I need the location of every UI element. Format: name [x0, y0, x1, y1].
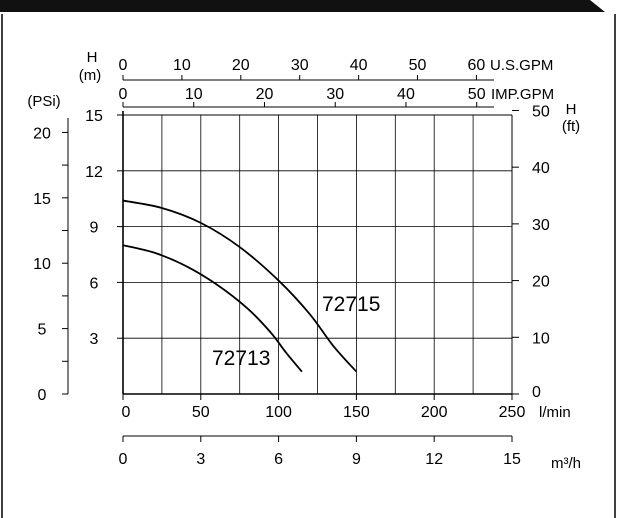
- y-ft-tick-label: 0: [532, 384, 541, 401]
- x-impgpm-tick-label: 30: [326, 86, 344, 103]
- x-lmin-tick-label: 250: [499, 404, 526, 421]
- y-ft-tick-label: 20: [532, 274, 550, 291]
- y-m-unit-label-line1: H: [87, 49, 98, 66]
- x-m3h-tick-label: 12: [425, 451, 443, 468]
- curve-72715: [122, 199, 358, 373]
- x-lmin-tick-label: 50: [192, 404, 210, 421]
- y-ft-unit-label-line1: H: [566, 101, 577, 118]
- header-banner: [0, 0, 605, 12]
- x-impgpm-tick-label: 0: [119, 86, 128, 103]
- x-m3h-tick-label: 3: [196, 451, 205, 468]
- x-usgpm-unit-label: U.S.GPM: [490, 57, 553, 74]
- x-impgpm-unit-label: IMP.GPM: [491, 86, 554, 103]
- y-psi-unit-label: (PSi): [27, 93, 60, 110]
- x-impgpm-tick-label: 50: [468, 86, 486, 103]
- x-m3h-tick-label: 15: [503, 451, 521, 468]
- y-ft-tick-label: 50: [532, 103, 550, 120]
- x-lmin-unit-label: l/min: [539, 404, 571, 421]
- y-ft-tick-label: 40: [532, 160, 550, 177]
- curve-72713: [122, 244, 303, 373]
- x-lmin-tick-label: 0: [122, 404, 131, 421]
- x-m3h-tick-label: 0: [119, 451, 128, 468]
- y-m-tick-label: 3: [90, 331, 99, 348]
- y-psi-tick-label: 15: [33, 191, 51, 208]
- curves: [122, 199, 358, 373]
- x-lmin-tick-label: 200: [421, 404, 448, 421]
- x-lmin-tick-label: 150: [343, 404, 370, 421]
- y-psi-tick-label: 20: [33, 125, 51, 142]
- y-psi-tick-label: 5: [38, 322, 47, 339]
- x-impgpm-tick-label: 20: [256, 86, 274, 103]
- series-label-72715: 72715: [322, 293, 380, 316]
- x-usgpm-tick-label: 60: [468, 57, 486, 74]
- x-m3h-unit-label: m³/h: [551, 455, 581, 472]
- x-m3h-tick-label: 9: [352, 451, 361, 468]
- y-m-tick-label: 9: [90, 220, 99, 237]
- y-m-tick-label: 12: [85, 164, 103, 181]
- x-usgpm-tick-label: 10: [173, 57, 191, 74]
- series-label-72713: 72713: [212, 347, 270, 370]
- grid: [123, 114, 513, 394]
- x-usgpm-tick-label: 30: [291, 57, 309, 74]
- y-m-tick-label: 15: [85, 108, 103, 125]
- x-impgpm-tick-label: 40: [397, 86, 415, 103]
- x-usgpm-tick-label: 40: [350, 57, 368, 74]
- x-m3h-tick-label: 6: [274, 451, 283, 468]
- y-ft-unit-label-line2: (ft): [562, 118, 580, 135]
- y-psi-tick-label: 10: [33, 256, 51, 273]
- x-usgpm-tick-label: 50: [409, 57, 427, 74]
- y-ft-tick-label: 10: [532, 330, 550, 347]
- y-ft-tick-label: 30: [532, 217, 550, 234]
- x-impgpm-tick-label: 10: [185, 86, 203, 103]
- x-lmin-tick-label: 100: [265, 404, 292, 421]
- x-usgpm-tick-label: 0: [119, 57, 128, 74]
- x-usgpm-tick-label: 20: [232, 57, 250, 74]
- y-m-tick-label: 6: [90, 275, 99, 292]
- y-psi-tick-label: 0: [38, 387, 47, 404]
- y-m-unit-label-line2: (m): [79, 67, 102, 84]
